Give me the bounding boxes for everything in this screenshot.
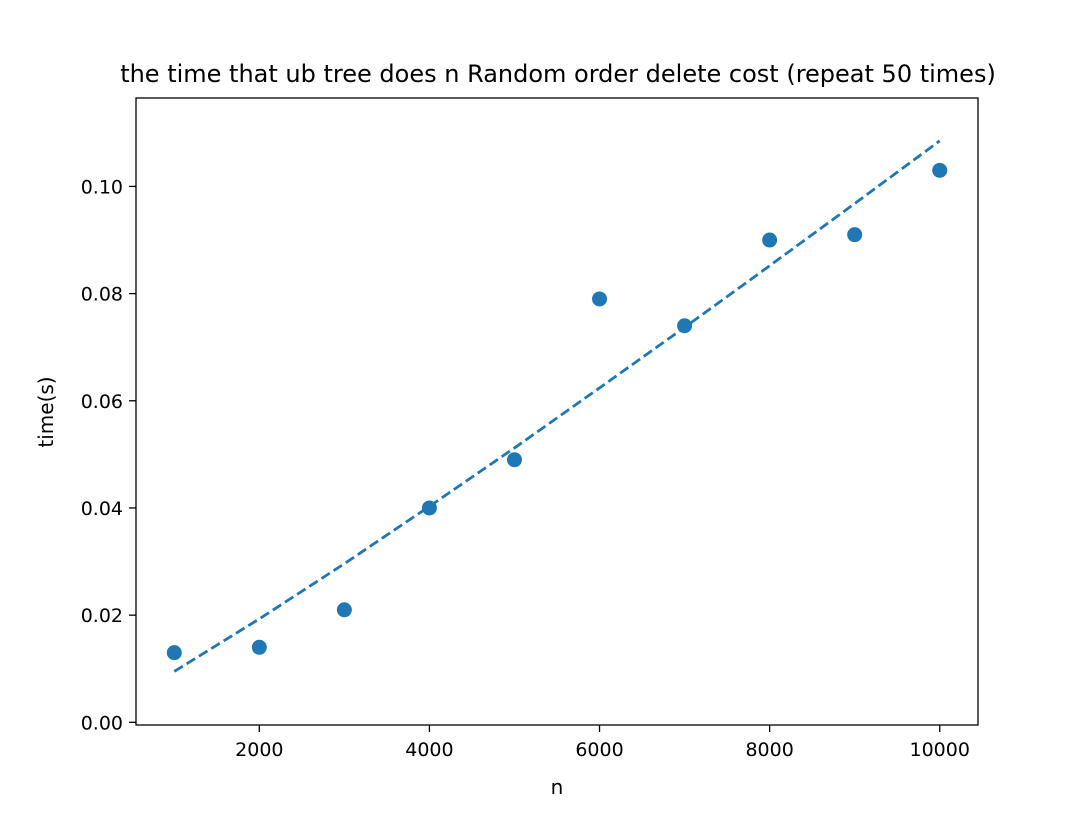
x-tick-label: 4000 (405, 739, 453, 761)
y-axis: 0.00 0.02 0.04 0.06 0.08 0.10 (81, 176, 136, 734)
data-point (677, 318, 693, 334)
x-tick-label: 8000 (745, 739, 793, 761)
x-axis-label: n (551, 775, 564, 799)
y-tick-label: 0.08 (81, 284, 123, 306)
x-tick-label: 10000 (910, 739, 970, 761)
data-point (421, 500, 437, 516)
fit-line (173, 139, 941, 673)
y-tick-label: 0.00 (81, 712, 123, 734)
y-tick-label: 0.02 (81, 605, 123, 627)
data-point (336, 602, 352, 618)
data-point (506, 452, 522, 468)
data-series (166, 139, 948, 673)
x-tick-label: 6000 (575, 739, 623, 761)
data-point (847, 227, 863, 243)
y-tick-label: 0.04 (81, 498, 123, 520)
data-point (762, 232, 778, 248)
plot-area (135, 97, 979, 726)
x-axis: 2000 4000 6000 8000 10000 (235, 725, 970, 761)
y-tick-label: 0.06 (81, 391, 123, 413)
y-axis-label: time(s) (34, 376, 58, 447)
y-tick-label: 0.10 (81, 176, 123, 198)
data-point (166, 645, 182, 661)
data-point (592, 291, 608, 307)
x-tick-label: 2000 (235, 739, 283, 761)
data-point (932, 162, 948, 178)
data-point (251, 639, 267, 655)
chart-title: the time that ub tree does n Random orde… (120, 60, 996, 88)
